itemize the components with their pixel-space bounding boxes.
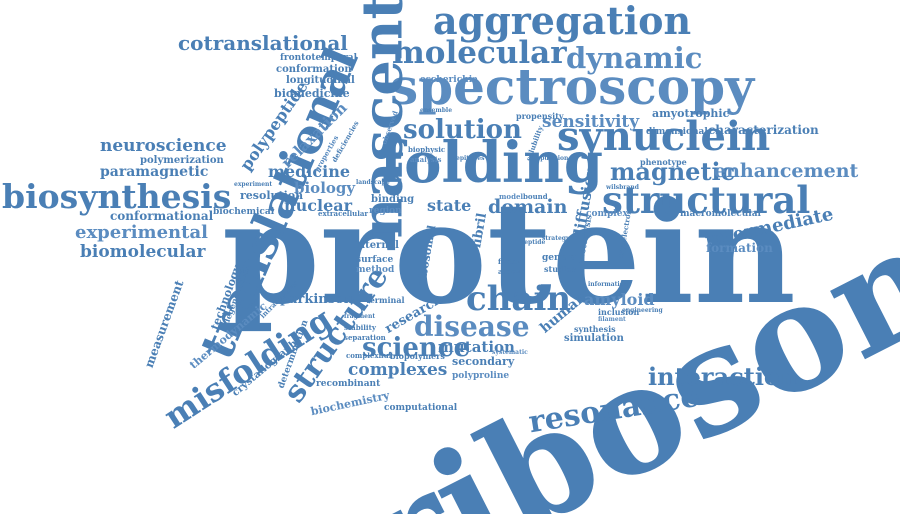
word-folding: folding [380, 130, 604, 196]
word-fragment: fragment [344, 313, 376, 320]
word-spectroscopy: spectroscopy [390, 57, 755, 116]
word-complex: complex [586, 209, 628, 219]
word-frontotemporal: frontotemporal [280, 53, 358, 63]
word-landscape: landscape [356, 179, 390, 186]
word-magnetic: magnetic [610, 157, 736, 186]
word-ensemble: ensemble [420, 107, 453, 114]
word-amyotrophic: amyotrophic [652, 107, 730, 120]
word-dimensional: dimensional [646, 127, 708, 137]
word-conformational: conformational [110, 209, 214, 223]
word-general: general [542, 253, 581, 263]
word-population: population [532, 155, 569, 162]
word-molecular: molecular [392, 35, 567, 71]
word-chain: chain [466, 279, 572, 319]
word-factor: factor [498, 257, 522, 266]
word-amyloid: amyloid [584, 290, 655, 309]
word-science: science [362, 333, 471, 363]
word-method: method [356, 265, 395, 275]
word-medicine: medicine [268, 162, 351, 181]
word-binding: binding [371, 194, 415, 205]
word-paramagnetic: paramagnetic [100, 164, 209, 180]
word-strategy: strategy [542, 235, 570, 242]
word-engineering: engineering [622, 307, 663, 314]
word-peptide: peptide [520, 239, 546, 246]
word-recombinant: recombinant [316, 379, 381, 389]
word-internal: internal [354, 240, 399, 251]
word-complexes: complexes [348, 360, 448, 380]
word-experimental: experimental [75, 222, 208, 243]
word-conformation: conformation [276, 64, 352, 75]
word-escherichia: escherichia [420, 75, 478, 85]
word-polymerization: polymerization [140, 155, 224, 166]
word-domain: domain [488, 196, 568, 218]
word-polyproline: polyproline [452, 371, 510, 381]
word-formation: formation [706, 241, 773, 255]
word-synthesis: synthesis [574, 324, 616, 334]
word-simulation: simulation [564, 333, 624, 344]
word-extracellular: extracellular [318, 209, 369, 218]
word-disease: disease [414, 310, 530, 343]
word-biophysic: biophysic [408, 145, 446, 154]
word-solution: solution [403, 115, 522, 145]
word-biochemical: biochemical [213, 207, 275, 217]
word-separation: separation [344, 333, 386, 342]
word-systematic: systematic [492, 349, 528, 356]
word-surface: surface [356, 255, 394, 265]
word-neuroscience: neuroscience [100, 136, 227, 156]
word-information: information [588, 281, 629, 288]
word-inclusion: inclusion [598, 307, 640, 317]
word-computational: computational [384, 403, 458, 413]
word-resolution: resolution [240, 189, 304, 202]
word-region: region [369, 206, 402, 216]
word-cotranslational: cotranslational [178, 31, 348, 55]
word-studies: studies [544, 264, 577, 274]
word-analysis: analysis [410, 155, 442, 164]
word-experiment: experiment [234, 181, 273, 188]
word-aggregation: aggregation [433, 0, 692, 43]
word-biochemistry: biochemistry [309, 388, 391, 419]
word-biopolymers: biopolymers [390, 351, 445, 361]
word-protein: protein [222, 172, 796, 336]
word-biology: biology [294, 179, 356, 197]
word-parkinson: parkinson [280, 292, 354, 307]
word-stability: stability [344, 323, 376, 332]
word-wilsbrand: wilsbrand [606, 184, 639, 191]
word-measurement: measurement [141, 278, 187, 370]
word-enhancement: enhancement [714, 160, 859, 182]
word-characterization: characterization [708, 123, 819, 137]
word-structural: structural [602, 178, 811, 222]
word-propensity: propensity [516, 111, 564, 121]
word-synuclein: synuclein [557, 113, 771, 160]
word-dynamic: dynamic [566, 41, 703, 75]
word-complexnur: complexnur [346, 351, 393, 360]
word-longitudinal: longitudinal [286, 75, 355, 86]
word-biosynthesis: biosynthesis [2, 177, 232, 216]
word-macromolecular: macromolecular [680, 209, 763, 219]
word-filament: filament [598, 316, 626, 323]
word-secondary: secondary [452, 355, 515, 368]
word-atomic: atomic [498, 267, 525, 276]
word-terminal: terminal [366, 295, 405, 305]
word-interaction: interaction [648, 362, 798, 391]
word-biomolecular: biomolecular [80, 242, 206, 262]
word-nuclear: nuclear [284, 196, 353, 215]
word-state: state [427, 196, 472, 215]
word-mutation: mutation [438, 338, 515, 356]
word-model: model [499, 192, 524, 201]
word-sensitivity: sensitivity [542, 112, 640, 132]
word-bound: bound [523, 192, 548, 201]
word-phenotype: phenotype [640, 157, 687, 167]
word-epitopes: epitopes [456, 155, 485, 162]
word-biomedicine: biomedicine [274, 87, 350, 100]
